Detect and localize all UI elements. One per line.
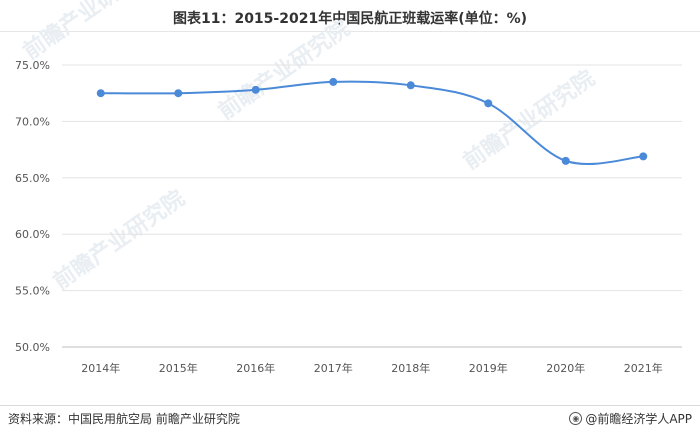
y-tick-label: 50.0% xyxy=(15,341,50,354)
data-point xyxy=(251,85,260,94)
y-tick-label: 60.0% xyxy=(15,228,50,241)
x-tick-label: 2020年 xyxy=(546,361,585,375)
y-tick-label: 70.0% xyxy=(15,115,50,128)
grid-lines xyxy=(62,64,682,348)
footer-divider xyxy=(0,405,700,406)
series-layer xyxy=(96,77,648,165)
x-tick-label: 2016年 xyxy=(236,361,275,375)
watermark-text: 前瞻产业研究院 xyxy=(459,65,600,175)
watermark-text: 前瞻产业研究院 xyxy=(214,15,355,125)
data-point xyxy=(639,152,648,161)
x-tick-label: 2018年 xyxy=(391,361,430,375)
brand-label: ◉ @前瞻经济学人APP xyxy=(569,410,692,427)
x-tick-label: 2014年 xyxy=(81,361,120,375)
y-tick-label: 55.0% xyxy=(15,285,50,298)
data-point xyxy=(96,89,105,98)
watermark-text: 前瞻产业研究院 xyxy=(49,185,190,295)
data-point xyxy=(329,77,338,86)
source-text: 资料来源：中国民用航空局 前瞻产业研究院 xyxy=(8,412,240,426)
data-point xyxy=(174,89,183,98)
x-tick-label: 2021年 xyxy=(624,361,663,375)
x-tick-label: 2019年 xyxy=(469,361,508,375)
x-tick-label: 2015年 xyxy=(159,361,198,375)
data-point xyxy=(484,99,493,108)
brand-text: @前瞻经济学人APP xyxy=(585,412,692,426)
data-point xyxy=(561,156,570,165)
y-tick-label: 65.0% xyxy=(15,172,50,185)
series-line xyxy=(100,80,644,165)
title-divider xyxy=(0,31,700,32)
y-tick-label: 75.0% xyxy=(15,59,50,72)
data-point xyxy=(406,81,415,90)
y-axis-ticks: 75.0% 70.0% 65.0% 60.0% 55.0% 50.0% xyxy=(15,59,50,354)
x-tick-label: 2017年 xyxy=(314,361,353,375)
x-axis-ticks: 2014年 2015年 2016年 2017年 2018年 2019年 2020年 2021年 xyxy=(81,361,663,375)
watermark-text: 前瞻产业研究院 xyxy=(19,0,160,65)
chart-title: 图表11：2015-2021年中国民航正班载运率(单位：%) xyxy=(172,11,528,27)
brand-icon: ◉ xyxy=(569,412,583,425)
